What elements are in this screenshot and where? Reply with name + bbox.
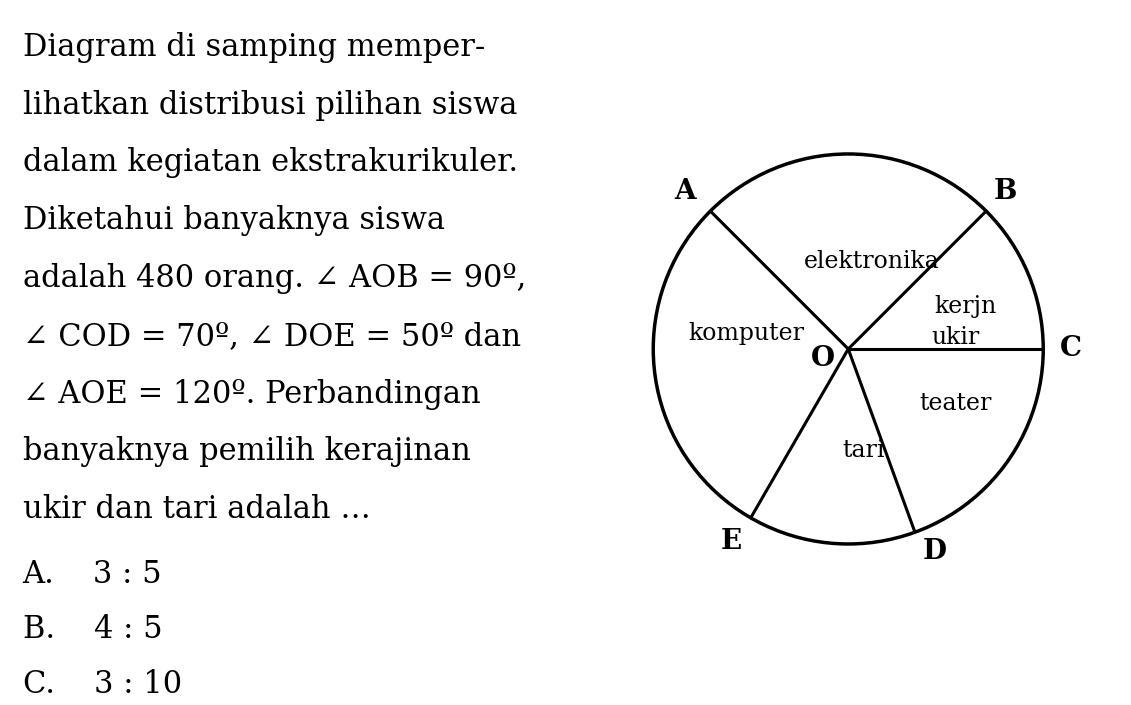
Text: elektronika: elektronika (804, 250, 940, 273)
Text: D: D (923, 538, 947, 565)
Text: E: E (720, 528, 742, 555)
Text: ∠ AOE = 120º. Perbandingan: ∠ AOE = 120º. Perbandingan (23, 379, 481, 410)
Text: B: B (994, 178, 1017, 205)
Text: kerjn: kerjn (934, 295, 996, 317)
Text: Diketahui banyaknya siswa: Diketahui banyaknya siswa (23, 205, 444, 236)
Text: A.    3 : 5: A. 3 : 5 (23, 559, 162, 590)
Text: A: A (674, 178, 696, 205)
Text: O: O (811, 345, 835, 372)
Text: ukir dan tari adalah …: ukir dan tari adalah … (23, 494, 371, 525)
Text: Diagram di samping memper-: Diagram di samping memper- (23, 32, 485, 63)
Text: banyaknya pemilih kerajinan: banyaknya pemilih kerajinan (23, 436, 470, 467)
Text: ukir: ukir (931, 326, 979, 349)
Text: komputer: komputer (689, 322, 805, 345)
Text: B.    4 : 5: B. 4 : 5 (23, 614, 162, 645)
Text: teater: teater (920, 392, 992, 415)
Text: C: C (1060, 336, 1081, 362)
Text: C.    3 : 10: C. 3 : 10 (23, 669, 182, 700)
Text: adalah 480 orang. ∠ AOB = 90º,: adalah 480 orang. ∠ AOB = 90º, (23, 263, 526, 294)
Text: dalam kegiatan ekstrakurikuler.: dalam kegiatan ekstrakurikuler. (23, 147, 518, 178)
Text: lihatkan distribusi pilihan siswa: lihatkan distribusi pilihan siswa (23, 90, 517, 121)
Text: ∠ COD = 70º, ∠ DOE = 50º dan: ∠ COD = 70º, ∠ DOE = 50º dan (23, 321, 520, 352)
Text: tari: tari (843, 439, 886, 462)
